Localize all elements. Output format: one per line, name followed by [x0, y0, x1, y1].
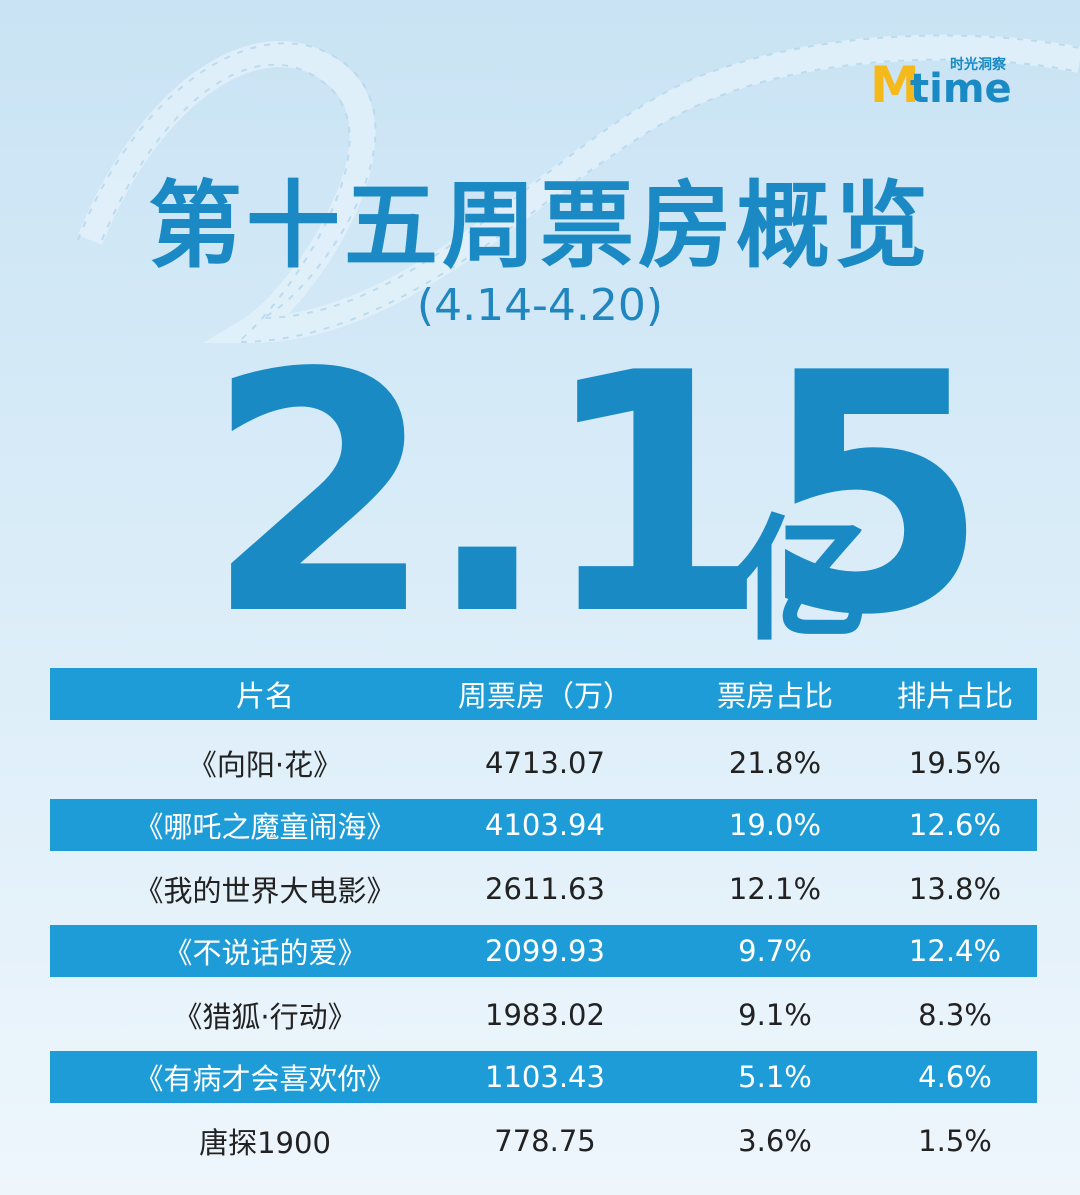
table-cell: 《向阳·花》: [187, 747, 343, 782]
table-cell: 21.8%: [728, 745, 822, 780]
title: 第十五周票房概览: [147, 172, 932, 281]
table-cell: 《不说话的爱》: [163, 936, 367, 970]
table-cell: 12.1%: [728, 871, 822, 906]
table-cell: 19.5%: [908, 745, 1002, 780]
table-row: 唐探1900 778.75 3.6% 1.5%: [50, 1109, 1037, 1172]
table-cell: 4713.07: [485, 745, 605, 780]
header-cell: 片名: [235, 679, 294, 713]
table-cell: 2611.63: [485, 871, 605, 906]
table-cell: 唐探1900: [199, 1125, 331, 1160]
table-cell: 9.7%: [738, 934, 812, 968]
table-cell: 12.6%: [908, 808, 1002, 842]
table: 片名 周票房（万） 票房占比 排片占比 《向阳·花》 4713.07 21.8% 19.5% 《…: [50, 668, 1037, 1172]
table-cell: 3.6%: [738, 1123, 812, 1158]
total: 2.15: [205, 303, 989, 687]
total-unit: 亿: [735, 502, 870, 659]
table-cell: 1.5%: [918, 1123, 992, 1158]
table-cell: 12.4%: [908, 934, 1002, 968]
table-cell: 19.0%: [728, 808, 822, 842]
logo-tagline: 时光洞察: [950, 57, 1006, 73]
table-header: 片名 周票房（万） 票房占比 排片占比: [50, 668, 1037, 720]
table-cell: 4103.94: [485, 808, 605, 842]
table-row: 《不说话的爱》 2099.93 9.7% 12.4%: [50, 925, 1037, 977]
table-row: 《哪吒之魔童闹海》 4103.94 19.0% 12.6%: [50, 799, 1037, 851]
table-cell: 13.8%: [908, 871, 1002, 906]
table-cell: 1983.02: [485, 997, 605, 1032]
table-cell: 9.1%: [738, 997, 812, 1032]
table-cell: 《猎狐·行动》: [173, 999, 357, 1034]
header-cell: 排片占比: [896, 679, 1013, 713]
table-cell: 5.1%: [738, 1060, 812, 1094]
header-cell: 周票房（万）: [457, 679, 632, 713]
table-row: 《向阳·花》 4713.07 21.8% 19.5%: [50, 731, 1037, 794]
table-row: 《猎狐·行动》 1983.02 9.1% 8.3%: [50, 983, 1037, 1046]
table-cell: 1103.43: [485, 1060, 605, 1094]
logo-word: time: [910, 66, 1012, 112]
table-cell: 4.6%: [918, 1060, 992, 1094]
table-cell: 778.75: [494, 1123, 596, 1158]
table-cell: 《哪吒之魔童闹海》: [134, 810, 396, 844]
table-cell: 《我的世界大电影》: [134, 873, 396, 908]
table-cell: 2099.93: [485, 934, 605, 968]
table-cell: 《有病才会喜欢你》: [134, 1062, 396, 1096]
header-cell: 票房占比: [716, 679, 833, 713]
logo: M time 时光洞察: [870, 52, 1030, 114]
table-cell: 8.3%: [918, 997, 992, 1032]
table-row: 《有病才会喜欢你》 1103.43 5.1% 4.6%: [50, 1051, 1037, 1103]
table-row: 《我的世界大电影》 2611.63 12.1% 13.8%: [50, 857, 1037, 920]
logo-mark: M: [870, 56, 920, 114]
subtitle: (4.14-4.20): [416, 280, 664, 331]
